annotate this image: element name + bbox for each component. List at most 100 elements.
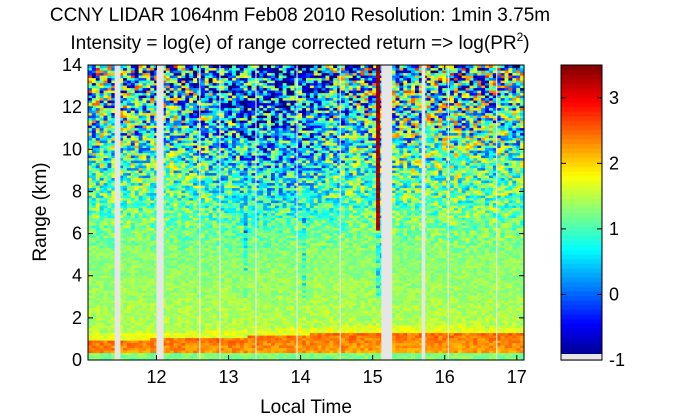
heatmap-cell (208, 237, 214, 241)
heatmap-cell (200, 260, 206, 264)
heatmap-cell (224, 265, 229, 269)
heatmap-cell (130, 230, 136, 234)
heatmap-cell (204, 135, 210, 139)
heatmap-cell (142, 340, 147, 344)
heatmap-cell (243, 315, 249, 319)
heatmap-cell (126, 167, 132, 171)
heatmap-cell (165, 125, 171, 129)
heatmap-cell (224, 200, 229, 204)
heatmap-cell (173, 117, 179, 121)
heatmap-cell (228, 227, 233, 231)
heatmap-cell (154, 107, 159, 111)
heatmap-cell (123, 162, 128, 166)
heatmap-cell (181, 130, 186, 134)
heatmap-cell (189, 82, 194, 86)
heatmap-cell (216, 227, 221, 231)
heatmap-cell (138, 325, 144, 329)
heatmap-cell (181, 87, 186, 91)
heatmap-cell (189, 227, 194, 231)
heatmap-cell (88, 252, 93, 256)
heatmap-cell (232, 190, 237, 194)
heatmap-cell (134, 70, 140, 74)
heatmap-cell (235, 315, 241, 319)
heatmap-cell (103, 92, 109, 96)
heatmap-cell (169, 297, 175, 301)
heatmap-cell (200, 172, 206, 176)
heatmap-cell (239, 80, 245, 84)
heatmap-cell (123, 357, 128, 361)
heatmap-cell (220, 252, 225, 256)
heatmap-cell (200, 310, 206, 314)
heatmap-cell (177, 262, 183, 266)
heatmap-cell (146, 267, 151, 271)
heatmap-cell (228, 285, 233, 289)
heatmap-cell (123, 252, 128, 256)
heatmap-cell (228, 287, 233, 291)
heatmap-cell (165, 182, 171, 186)
heatmap-cell (142, 315, 147, 319)
heatmap-cell (189, 167, 194, 171)
heatmap-cell (88, 197, 93, 201)
heatmap-cell (216, 320, 221, 324)
heatmap-cell (103, 312, 109, 316)
heatmap-cell (220, 220, 225, 224)
heatmap-cell (200, 125, 206, 129)
heatmap-cell (235, 225, 241, 229)
heatmap-cell (142, 282, 147, 286)
heatmap-cell (138, 350, 144, 354)
heatmap-cell (146, 180, 151, 184)
heatmap-cell (193, 295, 198, 299)
heatmap-cell (103, 242, 109, 246)
heatmap-cell (200, 110, 206, 114)
heatmap-cell (177, 190, 183, 194)
heatmap-cell (235, 275, 241, 279)
heatmap-cell (177, 117, 183, 121)
heatmap-cell (130, 237, 136, 241)
heatmap-cell (200, 230, 206, 234)
heatmap-cell (95, 187, 101, 191)
heatmap-cell (169, 215, 175, 219)
heatmap-cell (189, 115, 194, 119)
heatmap-cell (177, 300, 183, 304)
heatmap-cell (130, 245, 136, 249)
heatmap-cell (130, 262, 136, 266)
heatmap-cell (130, 145, 136, 149)
heatmap-cell (247, 127, 253, 131)
heatmap-cell (232, 80, 237, 84)
heatmap-cell (212, 162, 218, 166)
heatmap-cell (185, 85, 190, 89)
heatmap-cell (142, 167, 147, 171)
heatmap-cell (235, 180, 241, 184)
heatmap-cell (130, 267, 136, 271)
heatmap-cell (99, 265, 105, 269)
heatmap-cell (138, 130, 144, 134)
heatmap-cell (239, 230, 245, 234)
heatmap-cell (91, 345, 97, 349)
heatmap-cell (161, 305, 167, 309)
heatmap-cell (95, 210, 101, 214)
heatmap-cell (193, 185, 198, 189)
heatmap-cell (161, 217, 167, 221)
heatmap-cell (247, 260, 253, 264)
heatmap-cell (193, 132, 198, 136)
heatmap-cell (107, 130, 112, 134)
heatmap-cell (247, 175, 253, 179)
heatmap-cell (95, 237, 101, 241)
heatmap-cell (150, 145, 155, 149)
heatmap-cell (208, 177, 214, 181)
heatmap-cell (181, 102, 186, 106)
heatmap-cell (91, 327, 97, 331)
heatmap-cell (177, 115, 183, 119)
heatmap-cell (142, 202, 147, 206)
heatmap-cell (224, 125, 229, 129)
heatmap-cell (200, 317, 206, 321)
heatmap-cell (232, 330, 237, 334)
heatmap-cell (130, 167, 136, 171)
heatmap-cell (224, 335, 229, 339)
heatmap-cell (208, 267, 214, 271)
heatmap-cell (232, 327, 237, 331)
heatmap-cell (185, 220, 190, 224)
heatmap-cell (169, 340, 175, 344)
heatmap-cell (99, 170, 105, 174)
heatmap-cell (220, 305, 225, 309)
